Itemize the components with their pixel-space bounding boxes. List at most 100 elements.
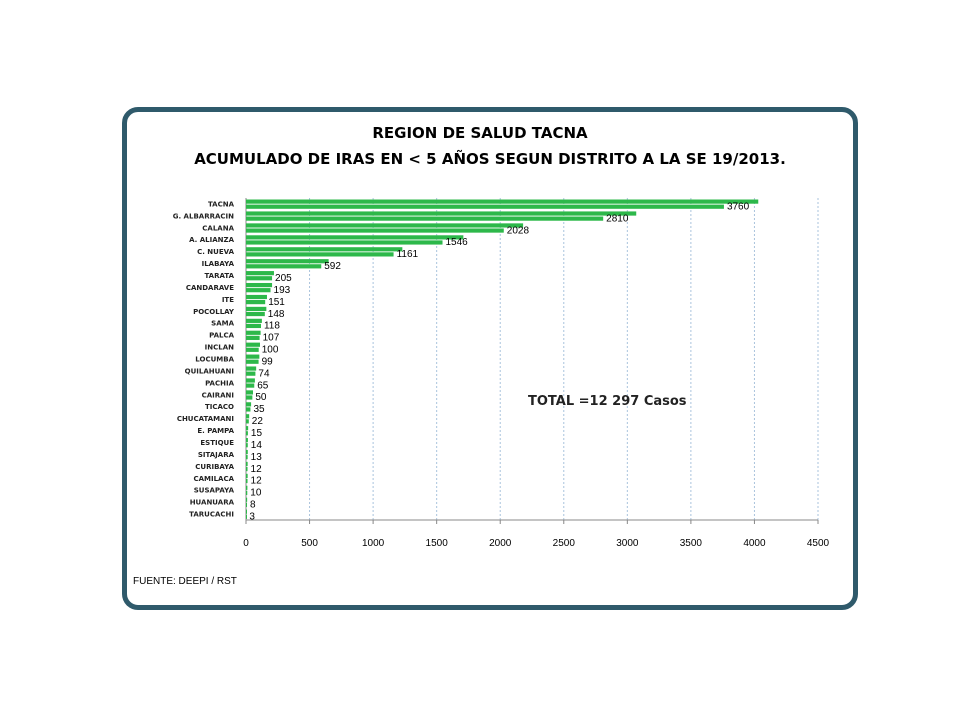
bar-series-1 [246, 366, 257, 371]
bar-series-1 [246, 330, 261, 335]
bar-series-1 [246, 402, 252, 407]
category-label: SUSAPAYA [194, 487, 235, 495]
category-label: E. PAMPA [197, 427, 234, 435]
slide-frame [122, 107, 858, 610]
bar-series-1 [246, 497, 248, 502]
bar-series-1 [246, 390, 253, 395]
data-label: 2028 [507, 225, 530, 236]
bar-series-2 [246, 252, 394, 257]
data-label: 12 [251, 464, 263, 475]
bar-series-2 [246, 335, 260, 340]
category-label: SAMA [211, 320, 234, 328]
data-label: 193 [274, 285, 291, 296]
bar-series-1 [246, 485, 248, 490]
bar-series-1 [246, 426, 249, 431]
bar-series-2 [246, 443, 248, 448]
x-tick-label: 1500 [426, 538, 449, 549]
x-tick-label: 4000 [743, 538, 766, 549]
data-label: 118 [264, 321, 280, 332]
data-label: 12 [251, 476, 263, 487]
data-label: 592 [324, 261, 341, 272]
chart-title: REGION DE SALUD TACNA [372, 124, 588, 142]
data-label: 10 [250, 488, 262, 499]
data-label: 3760 [727, 201, 750, 212]
data-label: 65 [257, 380, 269, 391]
bar-series-2 [246, 490, 248, 496]
bar-series-2 [246, 276, 273, 281]
category-label: ILABAYA [202, 260, 235, 268]
data-label: 1546 [446, 237, 469, 248]
bar-series-1 [246, 414, 250, 419]
data-label: 99 [262, 356, 274, 367]
data-label: 3 [249, 512, 255, 523]
category-label: CANDARAVE [186, 284, 234, 292]
data-label: 1161 [397, 249, 419, 260]
category-label: CAIRANI [202, 391, 234, 399]
bar-series-1 [246, 318, 262, 323]
bar-series-1 [246, 449, 248, 455]
data-label: 107 [263, 333, 280, 344]
x-tick-label: 500 [301, 538, 318, 549]
bar-series-1 [246, 473, 248, 478]
bar-series-1 [246, 461, 248, 467]
bar-series-1 [246, 282, 273, 288]
bar-series-1 [246, 342, 260, 347]
bar-series-2 [246, 514, 247, 519]
data-label: 22 [252, 416, 264, 427]
category-label: TICACO [205, 403, 234, 411]
bar-series-2 [246, 431, 248, 436]
data-label: 14 [251, 440, 263, 451]
bar-series-2 [246, 288, 271, 293]
data-label: 2810 [606, 213, 629, 224]
bar-series-1 [246, 438, 248, 443]
bar-series-2 [246, 240, 443, 245]
bar-series-2 [246, 347, 259, 352]
bar-series-1 [246, 306, 267, 312]
data-label: 35 [253, 404, 265, 415]
category-label: TARUCACHI [189, 511, 234, 519]
category-label: CURIBAYA [195, 463, 234, 471]
data-label: 13 [251, 452, 263, 463]
total-annotation: TOTAL =12 297 Casos [528, 394, 687, 409]
category-label: CALANA [202, 224, 234, 232]
source-note: FUENTE: DEEPI / RST [133, 576, 237, 587]
data-label: 15 [251, 428, 263, 439]
category-label: CAMILACA [193, 475, 234, 483]
bar-series-2 [246, 502, 248, 507]
category-label: G. ALBARRACIN [173, 212, 234, 220]
bar-series-2 [246, 216, 604, 221]
chart-subtitle: ACUMULADO DE IRAS EN < 5 AÑOS SEGUN DIST… [194, 150, 786, 168]
category-label: CHUCATAMANI [177, 415, 234, 423]
bar-series-1 [246, 247, 403, 252]
bar-series-1 [246, 235, 464, 240]
bar-series-2 [246, 204, 724, 209]
bar-series-2 [246, 419, 249, 424]
x-tick-label: 4500 [807, 538, 830, 549]
category-label: A. ALIANZA [189, 236, 234, 244]
bar-series-1 [246, 509, 247, 514]
data-label: 151 [268, 297, 285, 308]
category-label: QUILAHUANI [185, 367, 234, 375]
x-tick-label: 2000 [489, 538, 512, 549]
category-label: LOCUMBA [195, 356, 234, 364]
bar-series-2 [246, 228, 504, 233]
x-tick-label: 3500 [680, 538, 703, 549]
category-label: INCLAN [205, 344, 234, 352]
category-label: PALCA [209, 332, 235, 340]
category-label: POCOLLAY [193, 308, 235, 316]
data-label: 50 [255, 392, 267, 403]
bar-series-1 [246, 199, 759, 204]
category-label: PACHIA [205, 379, 235, 387]
data-label: 148 [268, 309, 285, 320]
bar-series-1 [246, 211, 637, 216]
data-label: 100 [262, 345, 279, 356]
x-tick-label: 2500 [553, 538, 576, 549]
bar-series-2 [246, 466, 248, 472]
bar-series-1 [246, 259, 329, 264]
bar-series-2 [246, 478, 248, 484]
category-label: TARATA [204, 272, 234, 280]
bar-series-2 [246, 323, 261, 329]
category-label: TACNA [208, 200, 235, 208]
bar-series-2 [246, 311, 265, 317]
